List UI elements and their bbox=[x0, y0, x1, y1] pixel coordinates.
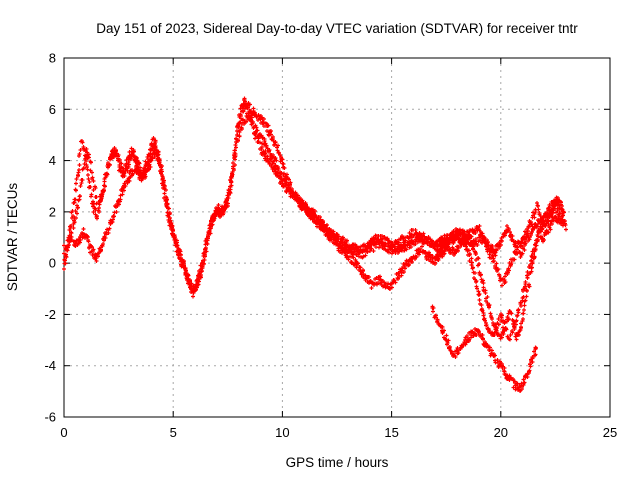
x-tick-label: 0 bbox=[60, 425, 67, 440]
y-tick-label: 0 bbox=[49, 256, 56, 271]
chart-title: Day 151 of 2023, Sidereal Day-to-day VTE… bbox=[96, 21, 578, 36]
y-tick-label: 8 bbox=[49, 51, 56, 66]
x-tick-label: 20 bbox=[494, 425, 508, 440]
y-tick-label: -4 bbox=[44, 358, 56, 373]
y-tick-label: 6 bbox=[49, 102, 56, 117]
y-tick-label: 2 bbox=[49, 204, 56, 219]
x-tick-label: 5 bbox=[170, 425, 177, 440]
plot-border bbox=[63, 57, 611, 418]
x-tick-label: 10 bbox=[275, 425, 289, 440]
x-tick-label: 25 bbox=[603, 425, 617, 440]
scatter-points bbox=[62, 96, 568, 393]
y-tick-label: -6 bbox=[44, 410, 56, 425]
y-axis-label: SDTVAR / TECUs bbox=[5, 183, 20, 292]
x-tick-label: 15 bbox=[384, 425, 398, 440]
x-axis-label: GPS time / hours bbox=[286, 455, 389, 470]
y-tick-label: -2 bbox=[44, 307, 56, 322]
y-tick-label: 4 bbox=[49, 153, 56, 168]
plot-area: -6 -4 -2 0 2 4 6 8 0 5 10 15 20 25 bbox=[44, 51, 617, 441]
